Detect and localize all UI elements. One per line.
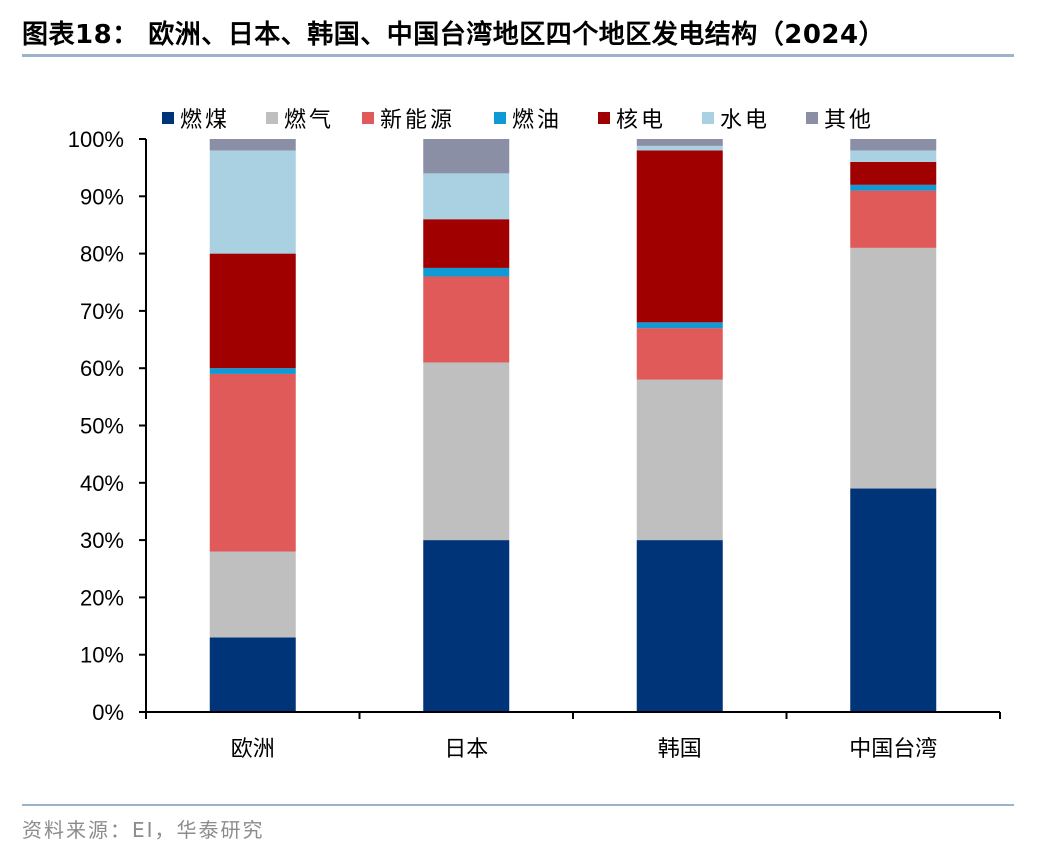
legend-label: 水电 [720,108,770,133]
legend-item-5: 核电 [598,108,666,133]
legend-item-1: 燃煤 [162,108,230,133]
legend-swatch [162,112,174,124]
bar-segment-4-7 [850,139,937,151]
bars [209,139,937,712]
legend-label: 新能源 [380,108,455,133]
bar-segment-3-3 [636,328,723,380]
bar-segment-2-7 [423,139,510,174]
bar-segment-4-6 [850,150,937,162]
x-tick-label: 中国台湾 [849,737,937,762]
legend-swatch [494,112,506,124]
bar-segment-4-2 [850,247,937,489]
y-tick-label: 40% [80,471,124,496]
legend-label: 核电 [616,108,666,133]
title-divider [22,54,1014,57]
bar-segment-3-4 [636,322,723,329]
bar-segment-2-1 [423,540,510,712]
bar-segment-4-1 [850,488,937,712]
y-tick-label: 90% [80,184,124,209]
bar-segment-1-3 [209,373,296,552]
x-tick-label: 韩国 [658,737,702,762]
legend-label: 燃油 [512,108,562,133]
legend-label: 其他 [824,108,874,133]
bar-segment-1-1 [209,637,296,712]
bar-segment-2-4 [423,267,510,277]
x-tick-label: 欧洲 [231,737,275,762]
bar-segment-3-6 [636,145,723,151]
bar-segment-2-2 [423,362,510,541]
legend-swatch [702,112,714,124]
bar-segment-1-2 [209,551,296,638]
y-tick-label: 50% [80,414,124,439]
footer-divider [22,804,1014,806]
bar-segment-4-3 [850,190,937,248]
bar-segment-2-5 [423,219,510,268]
bar-segment-3-7 [636,139,723,146]
bar-segment-2-6 [423,173,510,220]
y-axis: 0% 10% 20% 30% 40% 50% 60% 70% 80% 90% 100% [68,127,147,725]
legend-swatch [598,112,610,124]
legend: 燃煤 燃气 新能源 燃油 核电 水电 其他 [162,108,874,133]
legend-item-4: 燃油 [494,108,562,133]
legend-label: 燃气 [284,108,334,133]
legend-swatch [806,112,818,124]
legend-item-6: 水电 [702,108,770,133]
y-tick-label: 100% [68,127,124,152]
source-note: 资料来源：EI，华泰研究 [22,818,265,842]
legend-item-7: 其他 [806,108,874,133]
y-tick-label: 10% [80,643,124,668]
y-tick-label: 30% [80,528,124,553]
legend-label: 燃煤 [180,108,230,133]
bar-segment-3-5 [636,150,723,323]
bar-segment-3-2 [636,379,723,541]
y-tick-label: 0% [92,700,124,725]
y-tick-label: 80% [80,242,124,267]
x-tick-label: 日本 [444,737,488,762]
legend-item-3: 新能源 [362,108,455,133]
y-tick-label: 60% [80,356,124,381]
chart-title: 图表18： 欧洲、日本、韩国、中国台湾地区四个地区发电结构（2024） [22,20,886,50]
bar-segment-3-1 [636,540,723,712]
legend-item-2: 燃气 [266,108,334,133]
y-tick-label: 20% [80,585,124,610]
bar-segment-2-3 [423,276,510,363]
y-tick-label: 70% [80,299,124,324]
legend-swatch [266,112,278,124]
bar-segment-1-4 [209,368,296,374]
legend-swatch [362,112,374,124]
bar-segment-1-5 [209,253,296,369]
bar-segment-1-6 [209,150,296,254]
bar-segment-4-5 [850,161,937,185]
bar-segment-1-7 [209,139,296,151]
x-axis: 欧洲 日本 韩国 中国台湾 [145,711,1001,762]
bar-segment-4-4 [850,184,937,191]
